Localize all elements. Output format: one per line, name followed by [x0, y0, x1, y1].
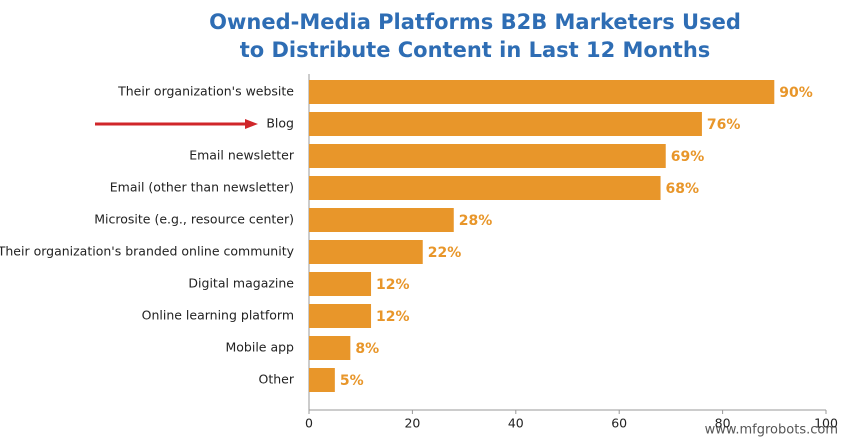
y-tick-label: Mobile app — [225, 340, 294, 355]
y-tick-label: Email (other than newsletter) — [110, 180, 294, 195]
bar — [309, 144, 666, 168]
value-label: 90% — [779, 85, 813, 101]
y-tick-label: Blog — [266, 116, 294, 131]
y-tick-label: Their organization's branded online comm… — [0, 244, 295, 259]
y-tick-label: Microsite (e.g., resource center) — [94, 212, 294, 227]
value-label: 69% — [671, 149, 705, 165]
x-tick-label: 60 — [611, 416, 627, 431]
value-label: 5% — [340, 373, 364, 389]
bar — [309, 272, 372, 296]
value-label: 12% — [376, 309, 410, 325]
y-tick-label: Digital magazine — [188, 276, 294, 291]
value-label: 22% — [428, 245, 462, 261]
y-tick-label: Their organization's website — [117, 84, 294, 99]
x-tick-label: 40 — [508, 416, 524, 431]
bar — [309, 240, 423, 264]
bar — [309, 336, 351, 360]
y-tick-label: Online learning platform — [142, 308, 294, 323]
value-label: 12% — [376, 277, 410, 293]
bar — [309, 368, 335, 392]
value-label: 76% — [707, 117, 741, 133]
x-tick-label: 100 — [814, 416, 838, 431]
watermark: www.mfgrobots.com — [705, 423, 838, 438]
bar — [309, 304, 372, 328]
value-label: 8% — [355, 341, 379, 357]
value-label: 68% — [666, 181, 700, 197]
y-tick-label: Email newsletter — [189, 148, 295, 163]
bar — [309, 112, 702, 136]
x-tick-label: 80 — [715, 416, 731, 431]
bar — [309, 208, 454, 232]
bar — [309, 80, 775, 104]
bar — [309, 176, 661, 200]
y-tick-label: Other — [259, 372, 295, 387]
annotation-arrowhead — [245, 119, 258, 129]
x-tick-label: 0 — [305, 416, 313, 431]
value-label: 28% — [459, 213, 493, 229]
x-tick-label: 20 — [404, 416, 420, 431]
chart-title: Owned-Media Platforms B2B Marketers Used… — [209, 10, 741, 62]
